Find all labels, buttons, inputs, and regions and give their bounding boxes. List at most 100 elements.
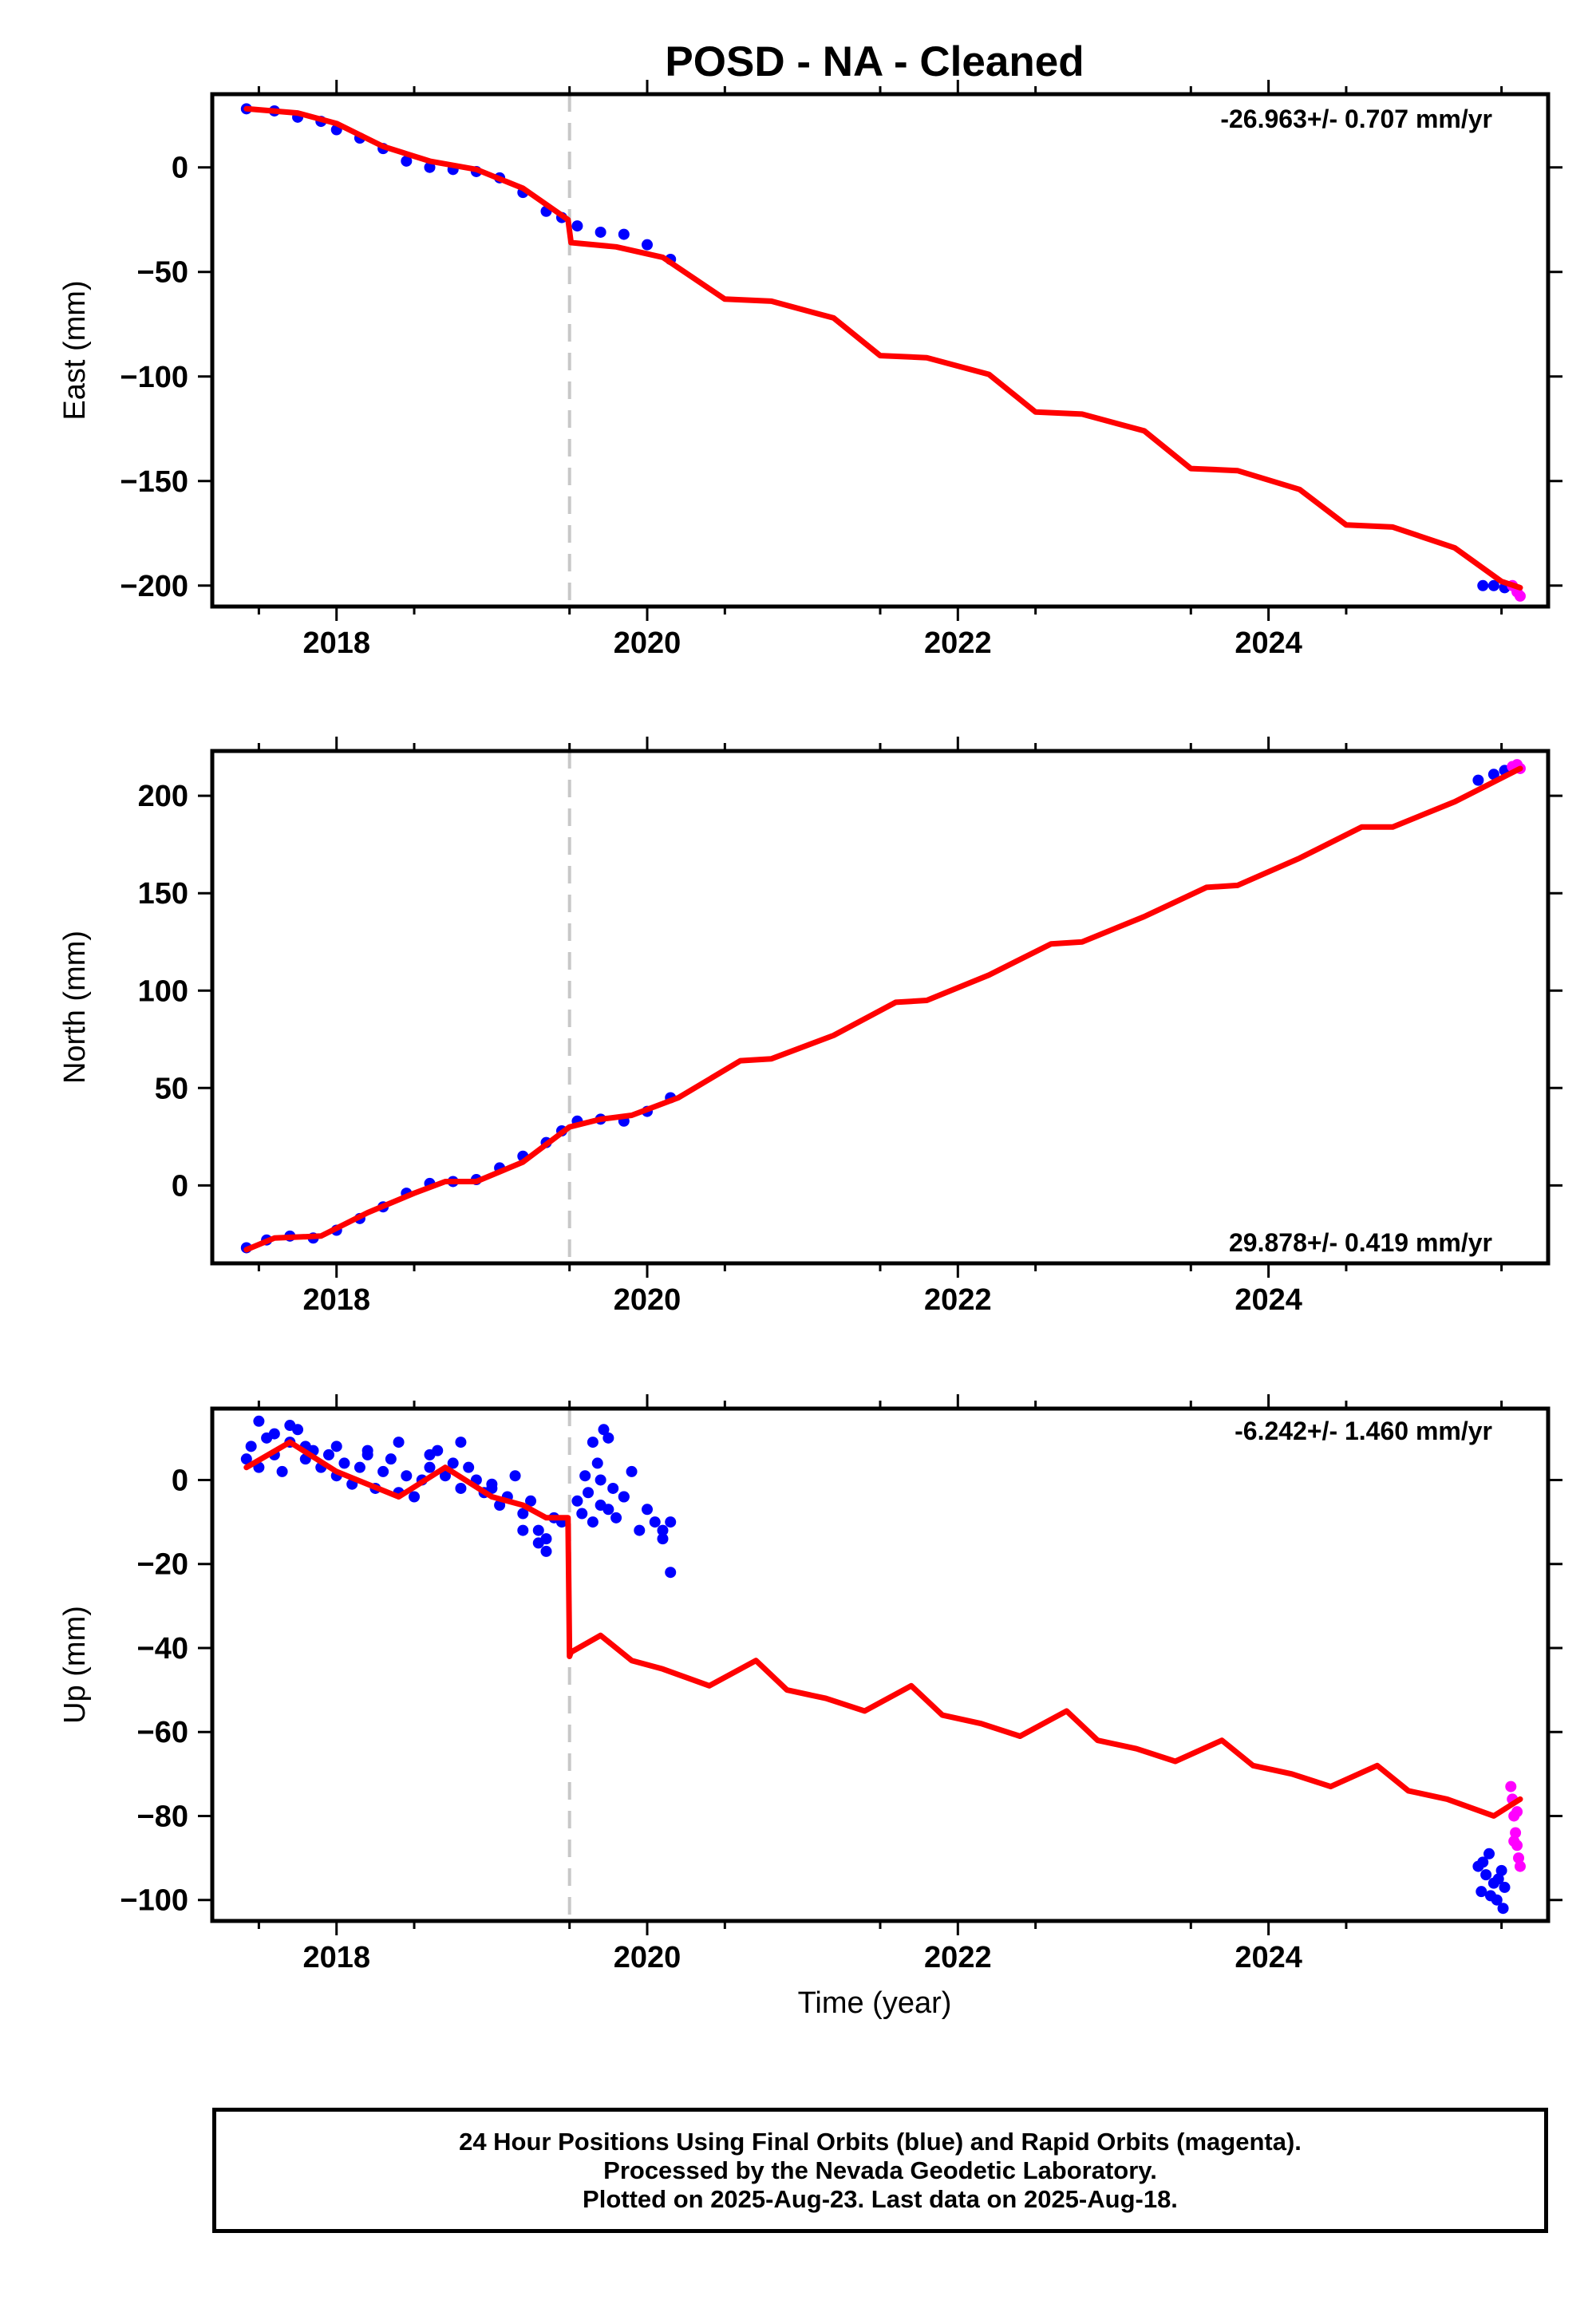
data-point [361,1445,373,1456]
panel-2: 2018 2020 2022 2024 0 50 100 150 200 North (mm) 29… [58,737,1562,1317]
y-tick-label: −50 [137,256,188,290]
data-point [447,1457,459,1469]
y-tick-label: −100 [120,1884,188,1918]
data-point [571,1495,583,1507]
data-point [401,1470,413,1482]
series-final-orbits [240,103,1511,594]
y-tick-label: 0 [172,152,188,185]
data-point [610,1512,622,1524]
panel-3: 2018 2020 2022 2024 0 −20 −40 −60 −80 −100 Up (mm)… [58,1394,1562,1974]
data-point [587,1437,598,1448]
data-point [591,1457,603,1469]
rate-label: -26.963+/- 0.707 mm/yr [1220,105,1492,133]
x-axis-label: Time (year) [798,1986,952,2020]
data-point [1472,774,1484,786]
data-point [1477,579,1489,591]
data-point [665,1516,677,1528]
footer-line-2: Processed by the Nevada Geodetic Laborat… [603,2156,1157,2184]
data-point [1484,1890,1496,1902]
data-point [253,1415,265,1427]
data-point [409,1491,421,1503]
data-point [618,228,630,240]
data-point [626,1465,638,1477]
data-point [602,1504,614,1516]
data-point [486,1478,498,1490]
x-tick-label: 2022 [924,1283,992,1317]
plot-area [240,751,1526,1263]
y-tick-label: −20 [137,1548,188,1582]
data-point [240,1453,252,1465]
y-tick-label: 0 [172,1464,188,1497]
data-point [1476,1886,1487,1898]
data-point [377,1465,389,1477]
series-final-orbits [240,1415,1511,1915]
data-point [1510,1827,1522,1839]
y-tick-label: 0 [172,1169,188,1203]
data-point [1514,1860,1526,1872]
data-point [354,1461,365,1473]
data-point [455,1482,467,1494]
y-tick-label: −40 [137,1632,188,1666]
data-point [424,1448,436,1460]
y-tick-label: −80 [137,1800,188,1833]
data-point [532,1537,544,1549]
y-axis-label: North (mm) [58,931,92,1084]
data-point [424,161,436,173]
y-tick-label: −150 [120,465,188,499]
plot-area [240,94,1526,607]
chart-title: POSD - NA - Cleaned [665,38,1084,85]
plot-frame [210,1406,1551,1923]
x-tick-label: 2022 [924,1941,992,1974]
data-point [284,1420,296,1432]
x-tick-label: 2018 [302,626,370,660]
y-tick-label: 150 [138,877,188,911]
data-point [276,1465,288,1477]
data-point [665,1567,677,1579]
data-point [618,1491,630,1503]
plot-frame [210,749,1551,1266]
plot-frame [210,92,1551,609]
data-point [1499,1881,1511,1893]
data-point [463,1461,475,1473]
data-point [583,1487,595,1499]
rate-label: -6.242+/- 1.460 mm/yr [1235,1417,1492,1445]
data-point [1513,1852,1525,1864]
x-tick-label: 2020 [614,626,681,660]
y-tick-label: −200 [120,570,188,603]
data-point [579,1470,591,1482]
data-point [439,1470,451,1482]
data-point [1483,1848,1495,1860]
data-point [571,220,583,232]
plot-area [240,1409,1526,1921]
model-line [243,765,1523,1253]
y-tick-label: −100 [120,361,188,394]
data-point [595,226,606,238]
data-point [1497,1903,1509,1915]
data-point [525,1495,537,1507]
data-point [576,1508,588,1520]
data-point [642,239,654,251]
data-point [657,1524,669,1536]
data-point [517,1508,529,1520]
data-point [540,1545,552,1557]
panel-1: 2018 2020 2022 2024 0 −50 −100 −150 −200 East (mm… [58,80,1562,660]
x-tick-label: 2024 [1235,1283,1302,1317]
y-tick-label: 50 [155,1072,188,1105]
data-point [1480,1869,1492,1881]
data-point [245,1441,257,1452]
x-tick-label: 2022 [924,626,992,660]
model-line [243,1439,1523,1819]
data-point [649,1516,661,1528]
data-point [455,1437,467,1448]
footer-box: 24 Hour Positions Using Final Orbits (bl… [212,2108,1548,2233]
data-point [1514,590,1526,602]
model-line [243,105,1523,591]
y-tick-label: 100 [138,974,188,1008]
data-point [393,1437,405,1448]
y-tick-label: 200 [138,780,188,813]
data-point [330,1441,342,1452]
data-point [657,1533,669,1545]
data-point [1505,1780,1517,1792]
